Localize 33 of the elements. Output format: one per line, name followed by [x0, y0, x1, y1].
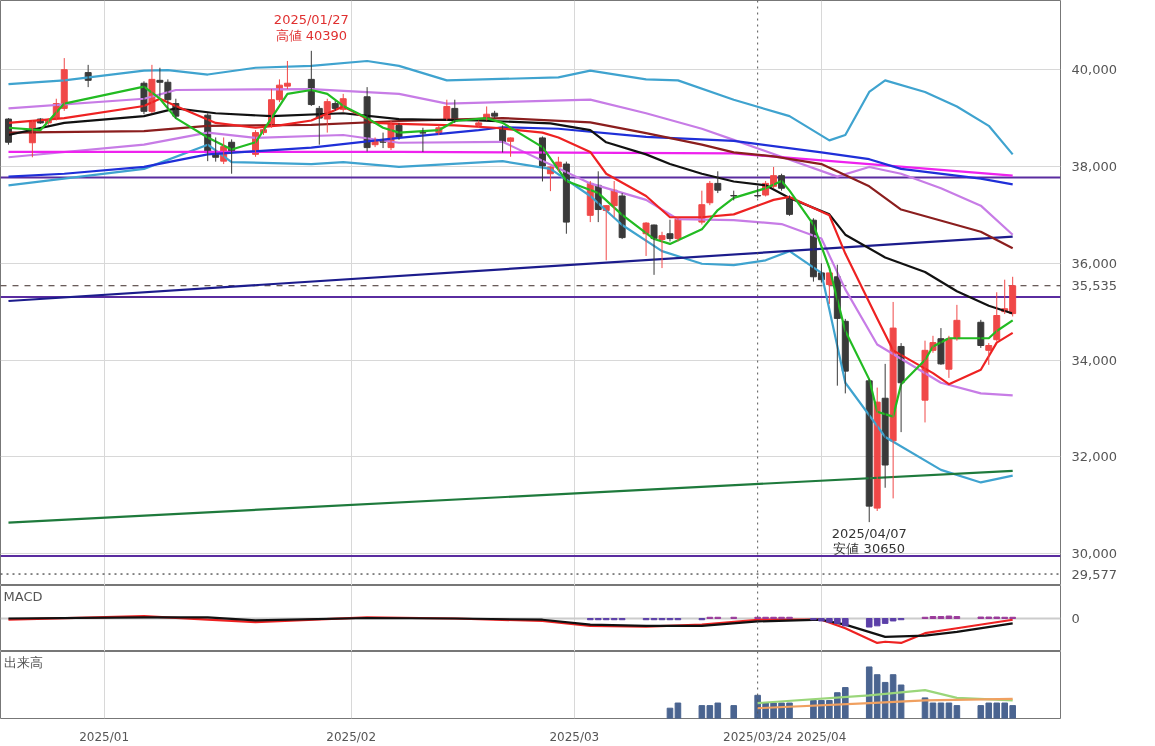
candlestick — [491, 110, 499, 119]
x-tick-label: 2025/02 — [326, 729, 377, 744]
candlestick — [419, 127, 427, 153]
line-series — [7, 150, 1014, 177]
line-series — [7, 126, 1014, 186]
line-series — [7, 87, 1014, 236]
chart-title: 出来高 — [3, 654, 43, 670]
candlestick — [475, 120, 483, 129]
candlestick — [714, 170, 722, 194]
bar — [674, 702, 682, 719]
ref-line-label: 2025/03/24 — [723, 729, 793, 744]
chart-title: MACD — [3, 588, 43, 604]
bar — [929, 702, 937, 719]
candlestick — [730, 190, 738, 201]
annotation: 2025/01/27 高値 40390 — [273, 11, 349, 43]
y-tick-label: 34,000 — [1071, 352, 1117, 368]
y-tick-label: 38,000 — [1071, 158, 1117, 174]
line-series — [7, 59, 1014, 156]
ref-line-label: 0 — [1071, 611, 1080, 626]
x-tick-label: 2025/03 — [549, 729, 600, 744]
y-tick-label: 32,000 — [1071, 449, 1117, 465]
x-tick-label: 2025/04 — [796, 729, 847, 744]
ref-line-label: 29,577 — [1071, 566, 1117, 582]
candlestick — [507, 136, 515, 158]
bar — [730, 705, 738, 719]
x-tick-label: 2025/01 — [79, 729, 130, 744]
y-tick-label: 40,000 — [1071, 62, 1117, 78]
line-series — [7, 116, 1014, 250]
y-tick-label: 36,000 — [1071, 255, 1117, 271]
line-series — [7, 143, 1014, 484]
ref-line-label: 35,535 — [1071, 278, 1117, 294]
y-tick-label: 30,000 — [1071, 546, 1117, 562]
annotation: 2025/04/07 安値 30650 — [831, 526, 907, 557]
